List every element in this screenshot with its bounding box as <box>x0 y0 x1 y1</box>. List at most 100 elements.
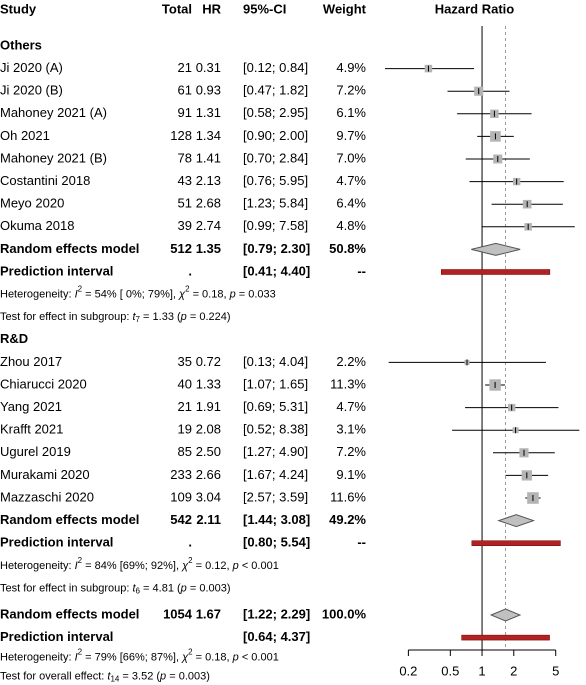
prediction-label: Prediction interval <box>0 535 113 550</box>
weight: 7.2% <box>336 83 366 98</box>
weight: 11.3% <box>330 376 366 391</box>
ci: [0.69; 5.31] <box>243 399 308 414</box>
text-segment: 2 <box>78 556 83 565</box>
total: 39 <box>178 218 192 233</box>
text-segment: χ <box>178 289 186 301</box>
text-segment: I <box>75 560 78 572</box>
ci: [0.99; 7.58] <box>243 218 308 233</box>
text-segment: = 0.18, <box>190 289 230 301</box>
ci: [0.70; 2.84] <box>243 150 308 165</box>
study-name: Okuma 2018 <box>0 218 74 233</box>
section-name: R&D <box>0 331 28 346</box>
text-segment: = 79% [66%; 87%], <box>82 652 182 664</box>
prediction-bar <box>471 540 561 546</box>
total: 233 <box>170 467 192 482</box>
text-segment: = 0.18, <box>193 652 233 664</box>
text-segment: p <box>159 671 166 683</box>
text-segment: t <box>132 311 136 323</box>
weight: 9.7% <box>336 128 366 143</box>
hr: 0.31 <box>196 60 221 75</box>
text-segment: = 0.003) <box>187 582 231 594</box>
text-segment: = 4.81 ( <box>140 582 181 594</box>
text-segment: 14 <box>110 675 119 684</box>
weight: 11.6% <box>330 489 366 504</box>
total: 78 <box>178 150 192 165</box>
hr: 0.93 <box>196 83 221 98</box>
weight: 6.4% <box>336 196 366 211</box>
column-header: Weight <box>323 1 367 16</box>
weight: 9.1% <box>336 467 366 482</box>
column-header: Hazard Ratio <box>435 1 515 16</box>
prediction-bar <box>461 634 550 641</box>
study-name: Murakami 2020 <box>0 467 90 482</box>
text-segment: < 0.001 <box>239 652 279 664</box>
text-segment: = 0.003) <box>166 671 210 683</box>
prediction-label: Prediction interval <box>0 263 113 278</box>
hr: 2.74 <box>196 218 221 233</box>
text-segment: Heterogeneity: <box>0 652 75 664</box>
study-name: Mazzaschi 2020 <box>0 489 94 504</box>
weight: 7.2% <box>336 444 366 459</box>
text-segment: I <box>75 652 78 664</box>
hr: 2.68 <box>196 196 221 211</box>
ci: [1.07; 1.65] <box>243 376 308 391</box>
pooled-diamond <box>471 242 521 256</box>
total: 21 <box>178 60 192 75</box>
prediction-ci: [0.64; 4.37] <box>243 629 310 644</box>
study-name: Zhou 2017 <box>0 354 62 369</box>
study-name: Ji 2020 (B) <box>0 83 63 98</box>
statistics-text: Heterogeneity: I2 = 84% [69%; 92%], χ2 =… <box>0 556 279 572</box>
study-name: Ugurel 2019 <box>0 444 71 459</box>
text-segment: < 0.001 <box>239 560 279 572</box>
hr: 0.72 <box>196 354 221 369</box>
pooled-weight-label: 50.8% <box>329 241 366 256</box>
column-header: HR <box>202 1 221 16</box>
hr: 1.41 <box>196 150 221 165</box>
hr: 2.08 <box>196 422 221 437</box>
total: 61 <box>178 83 192 98</box>
x-tick-label: 1 <box>478 663 485 678</box>
text-segment: Test for effect in subgroup: <box>0 582 132 594</box>
text-segment: p <box>232 652 239 664</box>
pooled-diamond <box>489 608 522 622</box>
x-tick-label: 0.2 <box>399 663 417 678</box>
total: 43 <box>178 173 192 188</box>
hr: 1.91 <box>196 399 221 414</box>
text-segment: = 54% [ 0%; 79%], <box>82 289 179 301</box>
column-header: Study <box>0 1 37 16</box>
hr: 3.04 <box>196 489 221 504</box>
total: 85 <box>178 444 192 459</box>
pooled-weight-label: 100.0% <box>322 606 367 621</box>
text-segment: = 84% [69%; 92%], <box>82 560 182 572</box>
text-segment: Heterogeneity: <box>0 560 75 572</box>
pooled-hr: 1.35 <box>196 241 221 256</box>
pooled-label: Random effects model <box>0 512 139 527</box>
pooled-hr: 2.11 <box>196 512 221 527</box>
hr: 1.33 <box>196 376 221 391</box>
statistics-text: Test for overall effect: t14 = 3.52 (p =… <box>0 671 210 684</box>
pooled-diamond <box>497 514 536 528</box>
hr: 2.13 <box>196 173 221 188</box>
study-name: Oh 2021 <box>0 128 50 143</box>
text-segment: χ <box>181 652 189 664</box>
text-segment: Heterogeneity: <box>0 289 75 301</box>
study-name: Ji 2020 (A) <box>0 60 63 75</box>
total: 128 <box>170 128 192 143</box>
text-segment: I <box>75 289 78 301</box>
ci: [0.13; 4.04] <box>243 354 308 369</box>
text-segment: 2 <box>188 648 193 657</box>
column-header: Total <box>162 1 192 16</box>
text-segment: p <box>229 289 236 301</box>
prediction-weight: -- <box>357 263 366 278</box>
ci: [0.90; 2.00] <box>243 128 308 143</box>
pooled-weight-label: 49.2% <box>329 512 366 527</box>
hr: 1.31 <box>196 105 221 120</box>
ci: [0.58; 2.95] <box>243 105 308 120</box>
ci: [0.76; 5.95] <box>243 173 308 188</box>
statistics-text: Heterogeneity: I2 = 54% [ 0%; 79%], χ2 =… <box>0 285 276 301</box>
text-segment: = 3.52 ( <box>119 671 160 683</box>
text-segment: χ <box>181 560 189 572</box>
study-name: Krafft 2021 <box>0 422 63 437</box>
weight: 4.8% <box>336 218 366 233</box>
